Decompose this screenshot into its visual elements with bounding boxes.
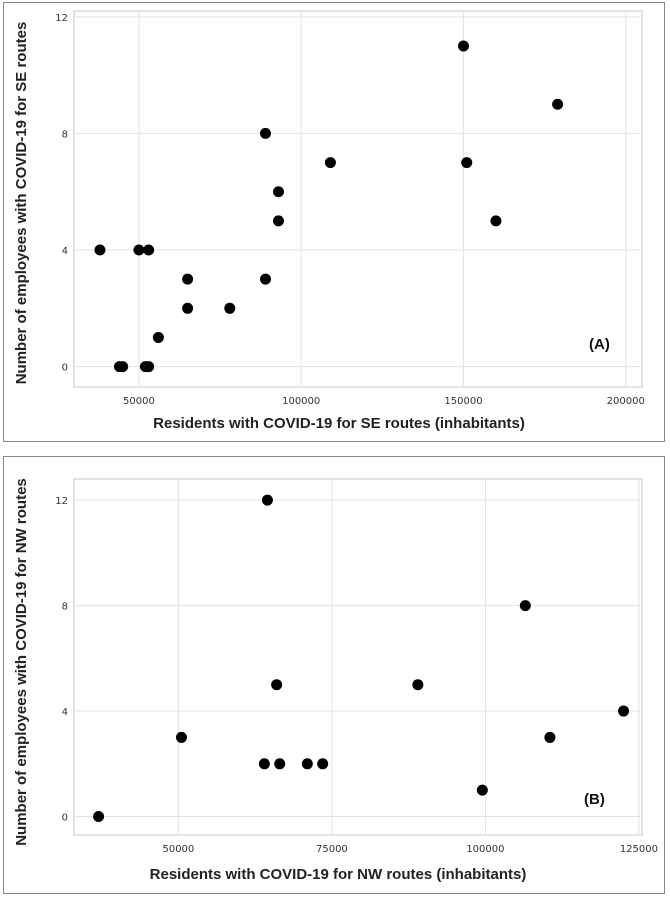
data-point-b	[544, 731, 556, 743]
x-tick-labels-b: 50000 75000 100000 125000	[162, 844, 658, 855]
data-point-a	[324, 157, 336, 169]
scatter-chart-a: 50000 100000 150000 200000 0 4 8 12 (A) Reside…	[13, 10, 645, 432]
data-point-a	[94, 244, 106, 256]
data-point-a	[224, 302, 236, 314]
x-axis-title-b: Residents with COVID-19 for NW routes (i…	[150, 866, 527, 883]
data-point-b	[618, 705, 630, 717]
data-point-b	[93, 811, 105, 823]
data-point-a	[259, 273, 271, 285]
x-tick-label-a: 150000	[444, 396, 482, 407]
x-tick-label-a: 100000	[282, 396, 320, 407]
data-point-a	[143, 244, 155, 256]
data-point-a	[152, 331, 164, 343]
y-tick-label-b: 8	[62, 602, 68, 613]
y-tick-labels-b: 0 4 8 12	[55, 496, 68, 823]
x-tick-label-b: 50000	[162, 844, 194, 855]
data-point-a	[552, 98, 564, 110]
scatter-panel-a: 50000 100000 150000 200000 0 4 8 12 (A) Reside…	[3, 2, 665, 442]
y-tick-label-b: 12	[55, 496, 68, 507]
data-point-b	[317, 758, 329, 770]
plot-area-a	[73, 10, 643, 388]
gridlines-a	[74, 11, 642, 387]
data-point-b	[476, 784, 488, 796]
data-point-a	[259, 127, 271, 139]
y-tick-label-a: 0	[62, 363, 68, 374]
data-points-a	[94, 40, 564, 373]
y-tick-labels-a: 0 4 8 12	[55, 13, 68, 374]
y-tick-label-a: 8	[62, 129, 68, 140]
x-tick-labels-a: 50000 100000 150000 200000	[123, 396, 645, 407]
x-tick-label-a: 200000	[607, 396, 645, 407]
plot-border-a	[73, 10, 643, 388]
plot-area-b	[73, 478, 643, 836]
data-point-b	[175, 731, 187, 743]
data-point-a	[457, 40, 469, 52]
data-point-a	[133, 244, 145, 256]
x-tick-label-b: 75000	[316, 844, 348, 855]
scatter-chart-b: 50000 75000 100000 125000 0 4 8 12 (B) Residen…	[13, 478, 658, 883]
data-point-b	[258, 758, 270, 770]
scatter-panel-b: 50000 75000 100000 125000 0 4 8 12 (B) Residen…	[3, 456, 665, 894]
data-point-a	[490, 215, 502, 227]
data-point-a	[182, 273, 194, 285]
panel-label-b: (B)	[584, 791, 605, 808]
panel-label-a: (A)	[589, 336, 610, 353]
data-point-b	[261, 494, 273, 506]
gridlines-b	[74, 479, 642, 835]
data-point-a	[272, 186, 284, 198]
plot-border-b	[73, 478, 643, 836]
data-point-b	[519, 600, 531, 612]
y-tick-label-a: 12	[55, 13, 68, 24]
data-point-a	[143, 361, 155, 373]
x-tick-label-b: 125000	[620, 844, 658, 855]
y-tick-label-b: 4	[62, 707, 68, 718]
y-tick-label-a: 4	[62, 246, 68, 257]
x-axis-title-a: Residents with COVID-19 for SE routes (i…	[153, 415, 525, 432]
x-tick-label-a: 50000	[123, 396, 155, 407]
data-point-a	[182, 302, 194, 314]
y-axis-title-a: Number of employees with COVID-19 for SE…	[13, 22, 30, 385]
data-point-b	[301, 758, 313, 770]
y-tick-label-b: 0	[62, 813, 68, 824]
data-point-a	[117, 361, 129, 373]
data-point-a	[272, 215, 284, 227]
x-tick-label-b: 100000	[466, 844, 504, 855]
data-point-b	[412, 679, 424, 691]
data-point-b	[274, 758, 286, 770]
data-point-b	[271, 679, 283, 691]
data-point-a	[461, 157, 473, 169]
y-axis-title-b: Number of employees with COVID-19 for NW…	[13, 478, 30, 846]
data-points-b	[93, 494, 630, 823]
